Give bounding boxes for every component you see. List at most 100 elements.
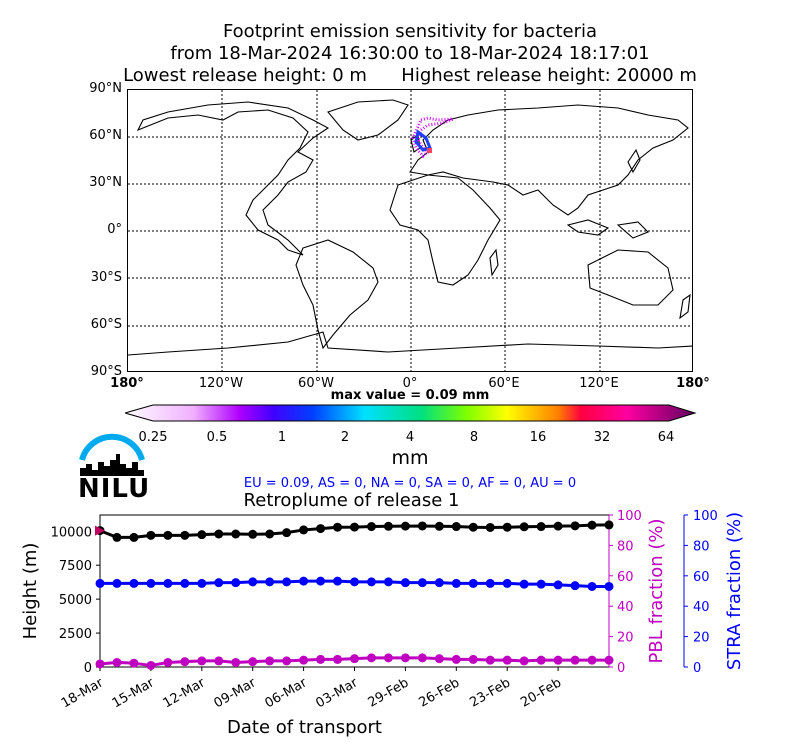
- pbl-fraction-point: [417, 653, 427, 663]
- map-title-line-1: Footprint emission sensitivity for bacte…: [222, 21, 598, 42]
- stra-tick-label: 100: [693, 509, 718, 524]
- pbl-fraction-point: [299, 655, 309, 665]
- x-tick-label: 23-Feb: [467, 675, 513, 710]
- pbl-fraction-point: [519, 656, 529, 666]
- region-fractions-text: EU = 0.09, AS = 0, NA = 0, SA = 0, AF = …: [243, 476, 577, 491]
- stra-fraction-point: [265, 577, 275, 587]
- world-map-svg: [128, 90, 692, 371]
- height-point: [214, 529, 224, 539]
- x-tick-label: 09-Mar: [212, 675, 260, 711]
- colorbar-tick-label: 64: [657, 430, 675, 445]
- height-point: [248, 529, 258, 539]
- y-tick-label: 7500: [59, 559, 92, 574]
- stra-fraction-point: [383, 577, 393, 587]
- footprint-plume: [411, 116, 454, 159]
- height-point: [231, 529, 241, 539]
- stra-fraction-point: [350, 577, 359, 587]
- pbl-fraction-point: [180, 657, 190, 667]
- height-point: [417, 521, 427, 531]
- pbl-fraction-point: [451, 654, 461, 664]
- pbl-fraction-point: [468, 654, 478, 664]
- stra-fraction-point: [366, 577, 376, 587]
- pbl-fraction-point: [604, 655, 614, 665]
- height-point: [129, 532, 139, 542]
- pbl-fraction-point: [265, 656, 275, 666]
- height-point: [502, 522, 512, 532]
- lon-label: 180°: [110, 376, 144, 391]
- stra-fraction-point: [553, 580, 563, 590]
- height-point: [299, 525, 309, 535]
- height-point: [366, 522, 376, 532]
- stra-fraction-point: [400, 578, 410, 588]
- chart-title: Retroplume of release 1: [244, 490, 460, 511]
- height-point: [519, 522, 529, 532]
- height-point: [604, 520, 614, 530]
- pbl-fraction-point: [553, 655, 563, 665]
- stra-fraction-point: [214, 578, 224, 588]
- pbl-axis-label: PBL fraction (%): [646, 519, 667, 664]
- x-tick-label: 06-Mar: [262, 675, 310, 711]
- colorbar-tick-label: 1: [277, 430, 287, 445]
- stra-tick-label: 80: [693, 539, 710, 554]
- colorbar: [125, 404, 697, 422]
- stra-tick-label: 40: [693, 600, 710, 615]
- y-tick-label: 10000: [51, 525, 92, 540]
- graticule: [128, 90, 692, 371]
- y-tick-label: 2500: [59, 627, 92, 642]
- lat-label: 30°S: [90, 270, 122, 285]
- x-tick-label: 15-Mar: [110, 675, 158, 711]
- stra-tick-label: 20: [693, 631, 710, 646]
- y-tick-label: 5000: [59, 593, 92, 608]
- colorbar-tick-label: 2: [340, 430, 350, 445]
- stra-fraction-point: [129, 578, 139, 588]
- stra-fraction-point: [587, 581, 597, 591]
- x-tick-label: 20-Feb: [518, 675, 564, 710]
- y-tick-label: 0: [84, 661, 92, 676]
- pbl-tick-label: 0: [617, 661, 625, 676]
- stra-fraction-point: [231, 578, 241, 588]
- height-point: [570, 521, 580, 531]
- lon-label: 60°E: [488, 376, 520, 391]
- lat-label: 30°N: [89, 175, 122, 190]
- lon-label: 60°W: [298, 376, 334, 391]
- colorbar-tick-label: 0.25: [138, 430, 168, 445]
- height-point: [400, 521, 410, 531]
- release-location-marker: [427, 148, 432, 153]
- nilu-logo-graphic: [79, 433, 145, 476]
- lat-label: 60°S: [90, 317, 122, 332]
- release-marker: [95, 525, 105, 536]
- map-title-line-2: from 18-Mar-2024 16:30:00 to 18-Mar-2024…: [170, 43, 650, 64]
- height-point: [383, 521, 393, 531]
- height-point: [197, 530, 207, 540]
- pbl-fraction-point: [163, 657, 173, 667]
- world-map: [127, 89, 693, 372]
- height-point: [333, 522, 343, 532]
- map-title-line-3: Lowest release height: 0 m Highest relea…: [123, 65, 697, 86]
- height-point: [485, 522, 495, 532]
- lon-label: 120°W: [198, 376, 244, 391]
- pbl-fraction-point: [383, 653, 393, 663]
- stra-fraction-point: [197, 578, 207, 588]
- height-point: [163, 530, 173, 540]
- stra-tick-label: 0: [693, 661, 701, 676]
- max-value-text: max value = 0.09 mm: [330, 388, 490, 403]
- stra-fraction-point: [451, 578, 461, 588]
- height-point: [451, 522, 461, 532]
- height-point: [316, 524, 326, 534]
- height-point: [265, 529, 275, 539]
- pbl-fraction-point: [214, 656, 224, 666]
- pbl-fraction-point: [129, 658, 139, 668]
- stra-fraction-point: [502, 578, 512, 588]
- pbl-fraction-point: [95, 659, 105, 669]
- height-point: [282, 528, 292, 538]
- height-point: [350, 522, 359, 532]
- x-tick-label: 03-Mar: [313, 675, 361, 711]
- height-point: [587, 520, 597, 530]
- pbl-fraction-point: [316, 654, 326, 664]
- nilu-logo-text: NILU: [78, 474, 151, 504]
- x-axis-label: Date of transport: [227, 717, 382, 738]
- lon-label: 180°: [676, 376, 710, 391]
- height-point: [146, 530, 156, 540]
- colorbar-tick-label: 32: [593, 430, 611, 445]
- stra-fraction-point: [180, 578, 190, 588]
